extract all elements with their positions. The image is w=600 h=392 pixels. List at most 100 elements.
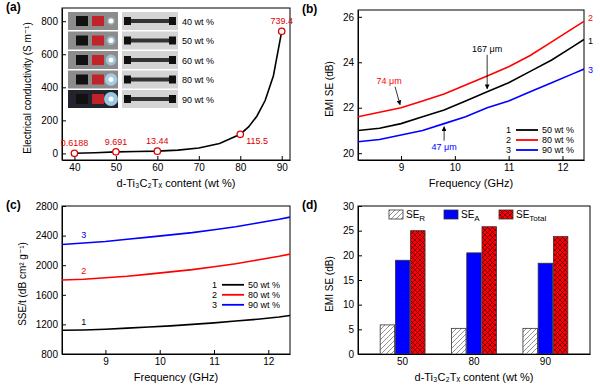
data-labels: 0.61889.69113.44115.5739.4 <box>61 16 293 148</box>
x-axis: 405060708090 <box>63 156 291 173</box>
x-tick-label: 90 <box>277 162 289 173</box>
x-axis-line <box>63 354 291 355</box>
photo-led <box>109 77 114 82</box>
x-tick-mark <box>268 350 269 354</box>
x-tick-label: 11 <box>209 356 220 367</box>
x-tick-label: 10 <box>155 356 167 367</box>
x-tick-mark <box>116 156 117 160</box>
plot-area <box>71 28 285 156</box>
line <box>62 254 290 280</box>
y-tick-mark <box>358 280 362 281</box>
panel-label: (b) <box>302 2 317 16</box>
photo-background <box>68 51 118 69</box>
inset-photo <box>122 12 178 30</box>
y-tick-label: 22 <box>343 102 355 113</box>
photo-background <box>122 12 178 30</box>
arrow <box>487 55 488 89</box>
y-tick-mark <box>62 206 66 207</box>
arrow <box>395 87 400 105</box>
photo-sample <box>130 78 170 82</box>
y-tick-mark <box>62 54 66 55</box>
y-tick: 1600 <box>36 290 66 301</box>
x-tick-label: 50 <box>111 162 123 173</box>
photo-clip <box>124 56 131 64</box>
panel-label: (c) <box>6 198 21 212</box>
y-tick-mark <box>358 329 362 330</box>
legend-item: 390 wt % <box>212 300 280 310</box>
photo-clip <box>169 56 176 64</box>
photo-clip <box>76 55 88 65</box>
legend-item: 150 wt % <box>506 125 574 135</box>
legend-swatch <box>222 294 244 296</box>
y-tick-mark <box>62 324 66 325</box>
y-tick-mark <box>62 21 66 22</box>
photo-sample <box>130 39 170 43</box>
data-label: 9.691 <box>105 137 128 147</box>
line <box>358 21 584 116</box>
plot-area <box>358 21 584 141</box>
legend-swatch <box>389 210 403 219</box>
legend-swatch <box>222 284 244 286</box>
y-tick-label: 800 <box>41 16 58 27</box>
inset: 40 wt %50 wt %60 wt %80 wt %90 wt % <box>68 12 214 108</box>
legend-label: 50 wt % <box>248 280 280 290</box>
legend-label: SER <box>406 209 425 223</box>
x-axis-line <box>63 160 291 161</box>
y-tick-mark <box>358 305 362 306</box>
plot-area <box>380 227 568 354</box>
data-label: 739.4 <box>270 16 293 26</box>
photo-clip <box>169 95 176 103</box>
y-axis-title: Electrical conductivity (S m⁻¹) <box>22 22 33 153</box>
legend-item: SEA <box>444 209 480 223</box>
line <box>62 316 290 331</box>
x-tick-mark <box>562 156 563 160</box>
photo-clip <box>76 36 88 46</box>
y-axis-title: EMI SE (dB) <box>324 256 335 312</box>
inset-photo <box>122 51 178 69</box>
y-tick-label: 2400 <box>36 230 59 241</box>
inset-label: 60 wt % <box>182 56 214 66</box>
annotation: 2 <box>588 13 593 23</box>
legend-label: 80 wt % <box>248 290 280 300</box>
y-tick-label: 26 <box>343 12 355 23</box>
x-tick-mark <box>105 350 106 354</box>
y-tick-label: 800 <box>41 349 58 360</box>
annotations: 123167 μm74 μm47 μm <box>376 13 593 151</box>
photo-led <box>109 58 114 63</box>
x-tick-label: 80 <box>235 162 247 173</box>
y-tick-label: 600 <box>41 49 58 60</box>
legend-number: 2 <box>506 135 511 145</box>
y-tick: 0 <box>348 349 362 360</box>
inset-label: 50 wt % <box>182 36 214 46</box>
photo-clip <box>76 16 88 26</box>
y-tick-mark <box>358 231 362 232</box>
line <box>62 217 290 244</box>
photo-led <box>109 38 114 43</box>
y-axis: 80012001600200024002800 <box>36 201 66 360</box>
y-tick-label: 24 <box>343 57 355 68</box>
x-tick: 11 <box>209 350 220 367</box>
x-axis-title: Frequency (GHz) <box>429 177 513 189</box>
x-tick-label: 40 <box>69 162 81 173</box>
y-tick-label: 1200 <box>36 319 59 330</box>
panel: 910111220222426Frequency (GHz)EMI SE (dB… <box>302 2 593 189</box>
bar <box>523 328 537 354</box>
x-tick-mark <box>157 156 158 160</box>
y-axis-title: SSE/t (dB cm² g⁻¹) <box>17 242 28 326</box>
y-tick-label: 0 <box>52 148 58 159</box>
photo-background <box>122 71 178 89</box>
line <box>358 40 584 131</box>
panel: 910111280012001600200024002800Frequency … <box>6 198 291 383</box>
plot-frame <box>358 10 584 160</box>
photo-clip <box>92 16 104 26</box>
annotation: 2 <box>81 266 86 276</box>
y-tick-mark <box>358 206 362 207</box>
inset-photo <box>68 32 118 50</box>
legend-label: 90 wt % <box>248 300 280 310</box>
y-tick: 22 <box>343 102 362 113</box>
photo-clip <box>76 94 88 104</box>
bar <box>452 328 466 354</box>
line <box>358 69 584 142</box>
y-tick: 20 <box>343 148 362 159</box>
inset-label: 80 wt % <box>182 75 214 85</box>
